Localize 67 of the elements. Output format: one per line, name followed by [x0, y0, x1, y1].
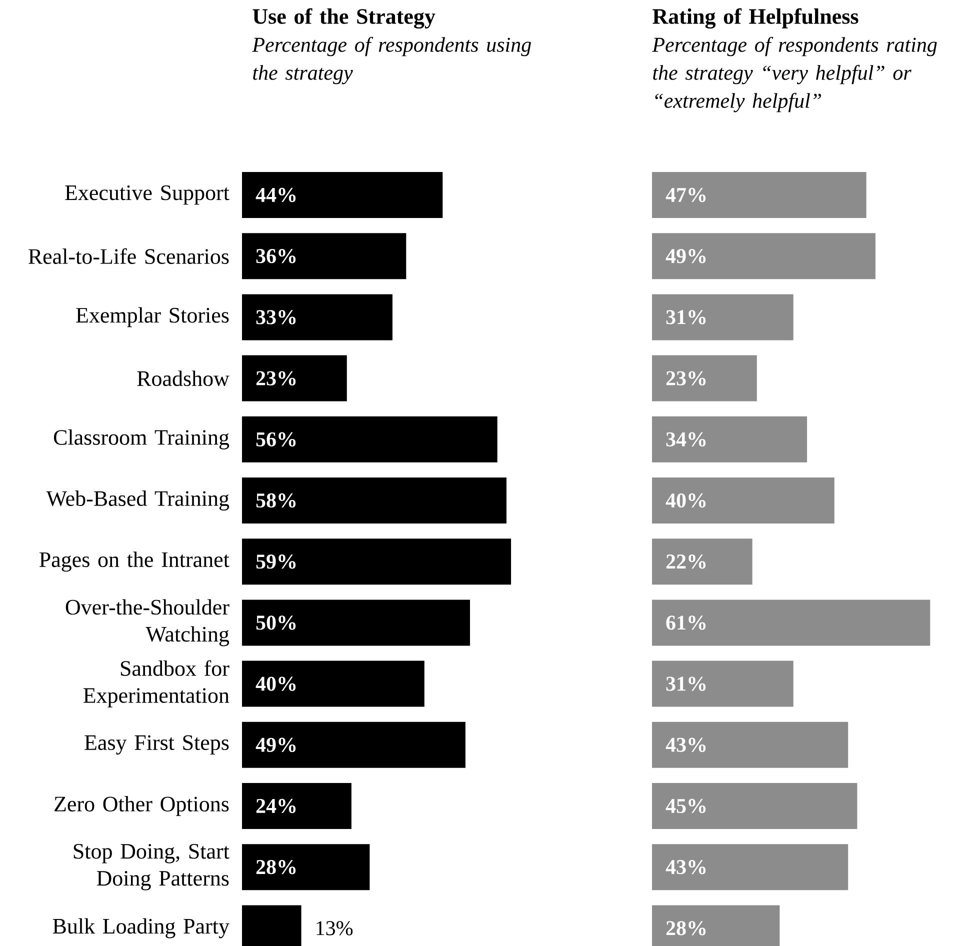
- y-tick-label: Over-the-Shoulder Watching: [66, 599, 230, 646]
- y-tick-label: Executive Support: [65, 185, 230, 205]
- bar: [652, 233, 876, 280]
- bar: [242, 294, 392, 340]
- y-tick-label: Web-Based Training: [46, 490, 230, 511]
- data-label: 50%: [256, 616, 296, 630]
- bar: [242, 172, 443, 218]
- data-label: 34%: [666, 432, 706, 447]
- data-label: 58%: [256, 493, 296, 508]
- bar: [242, 355, 347, 402]
- data-label: 23%: [256, 371, 296, 386]
- data-label: 43%: [666, 738, 706, 752]
- data-label: 28%: [666, 921, 706, 936]
- data-label: 40%: [666, 493, 706, 508]
- data-label: 24%: [256, 798, 296, 814]
- data-label: 31%: [666, 676, 706, 691]
- chart-title: Use of the Strategy: [252, 8, 436, 29]
- bar: [652, 478, 834, 524]
- bar: [242, 416, 498, 462]
- chart-title: Rating of Helpfulness: [652, 8, 858, 29]
- y-tick-label: Classroom Training: [54, 429, 230, 450]
- y-tick-label: Zero Other Options: [54, 796, 229, 816]
- bar: [652, 844, 848, 890]
- data-label: 44%: [256, 188, 296, 202]
- chart-subtitle: Percentage of respondents using the strategy: [252, 36, 531, 84]
- y-tick-label: Easy First Steps: [84, 735, 229, 755]
- bar: [242, 844, 370, 890]
- data-label: 23%: [666, 371, 706, 386]
- data-label: 49%: [666, 248, 706, 264]
- bar: [652, 783, 858, 830]
- y-tick-label: Bulk Loading Party: [52, 918, 230, 938]
- data-label: 13%: [316, 921, 353, 936]
- data-label: 31%: [666, 310, 706, 324]
- y-tick-label: Exemplar Stories: [76, 307, 229, 328]
- y-tick-label: Stop Doing, Start Doing Patterns: [74, 844, 230, 890]
- bar: [652, 294, 794, 340]
- data-label: 40%: [256, 676, 296, 691]
- bar: [242, 478, 506, 524]
- y-tick-label: Roadshow: [137, 370, 230, 386]
- bar: [652, 416, 808, 462]
- y-tick-label: Sandbox for Experimentation: [83, 660, 230, 708]
- bar: [242, 660, 424, 707]
- chart-subtitle: Percentage of respondents rating the strategy “very helpful” or “extremely helpful”: [652, 36, 937, 112]
- bar: [652, 722, 848, 768]
- data-label: 56%: [256, 432, 296, 447]
- data-label: 45%: [666, 798, 706, 814]
- data-label: 61%: [666, 616, 706, 630]
- data-label: 33%: [256, 310, 296, 324]
- bar: [652, 172, 866, 218]
- data-label: 59%: [256, 554, 296, 569]
- bar: [242, 783, 352, 830]
- data-label: 49%: [256, 738, 296, 752]
- bar: [242, 233, 406, 280]
- data-label: 47%: [666, 188, 706, 202]
- data-label: 28%: [256, 860, 296, 874]
- bar: [652, 600, 930, 646]
- y-tick-label: Pages on the Intranet: [39, 552, 230, 572]
- bar: [652, 355, 757, 402]
- bar: [242, 722, 466, 768]
- data-label: 22%: [666, 554, 706, 569]
- bar: [242, 538, 512, 585]
- data-label: 36%: [256, 248, 296, 264]
- y-tick-label: Real-to-Life Scenarios: [28, 248, 229, 264]
- data-label: 43%: [666, 860, 706, 874]
- bar: [242, 600, 470, 646]
- bar: [652, 538, 752, 585]
- bar: [652, 660, 794, 707]
